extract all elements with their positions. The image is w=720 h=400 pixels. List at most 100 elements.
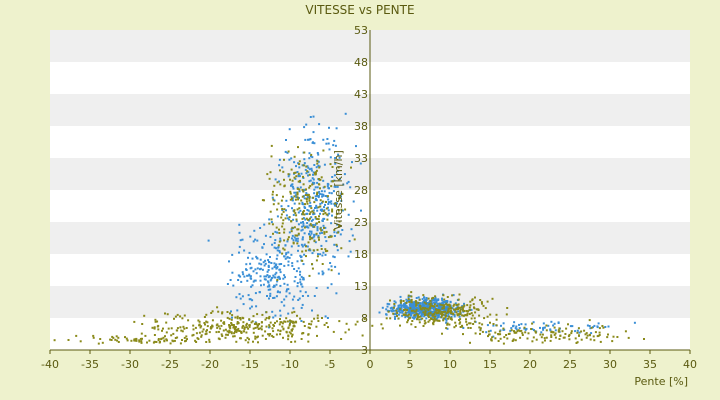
data-point bbox=[448, 315, 451, 318]
data-point bbox=[296, 228, 299, 231]
data-point bbox=[305, 245, 307, 248]
data-point bbox=[398, 310, 401, 312]
data-point bbox=[254, 337, 257, 340]
data-point bbox=[302, 175, 304, 178]
data-point bbox=[246, 336, 249, 339]
data-point bbox=[276, 279, 279, 281]
data-point bbox=[266, 270, 269, 273]
data-point bbox=[297, 198, 300, 201]
data-point bbox=[436, 319, 439, 322]
data-point bbox=[230, 332, 233, 335]
data-point bbox=[245, 322, 248, 325]
data-point bbox=[520, 323, 523, 326]
data-point bbox=[258, 323, 261, 325]
data-point bbox=[311, 267, 314, 270]
y-tick-label: 28 bbox=[354, 184, 368, 197]
data-point bbox=[466, 314, 469, 317]
data-point bbox=[325, 240, 328, 243]
data-point bbox=[183, 336, 186, 339]
data-point bbox=[288, 292, 291, 295]
data-point bbox=[286, 151, 289, 154]
data-point bbox=[268, 284, 271, 287]
data-point bbox=[287, 335, 290, 338]
data-point bbox=[399, 295, 402, 298]
data-point bbox=[290, 230, 293, 233]
data-point bbox=[252, 315, 255, 318]
data-point bbox=[506, 307, 509, 309]
data-point bbox=[191, 334, 194, 337]
data-point bbox=[239, 297, 242, 300]
data-point bbox=[179, 315, 182, 318]
data-point bbox=[461, 307, 464, 310]
data-point bbox=[416, 318, 418, 321]
data-point bbox=[319, 209, 322, 212]
x-tick-label: -20 bbox=[201, 358, 219, 371]
data-point bbox=[308, 168, 311, 171]
data-point bbox=[293, 324, 295, 327]
data-point bbox=[425, 307, 428, 310]
data-point bbox=[283, 184, 286, 187]
data-point bbox=[310, 232, 313, 235]
data-point bbox=[258, 291, 261, 294]
data-point bbox=[273, 242, 276, 244]
data-point bbox=[332, 144, 335, 147]
data-point bbox=[299, 281, 302, 284]
data-point bbox=[474, 332, 477, 335]
data-point bbox=[417, 301, 420, 304]
data-point bbox=[236, 315, 239, 318]
data-point bbox=[293, 210, 296, 213]
data-point bbox=[157, 328, 160, 331]
data-point bbox=[434, 298, 437, 301]
data-point bbox=[297, 197, 300, 199]
data-point bbox=[297, 232, 300, 235]
data-point bbox=[542, 326, 545, 329]
data-point bbox=[216, 306, 219, 309]
data-point bbox=[317, 206, 320, 209]
data-point bbox=[235, 340, 238, 343]
data-point bbox=[293, 236, 296, 239]
data-point bbox=[233, 332, 236, 335]
data-point bbox=[389, 317, 392, 320]
data-point bbox=[310, 224, 313, 227]
data-point bbox=[408, 313, 410, 316]
data-point bbox=[363, 318, 366, 321]
data-point bbox=[325, 322, 328, 324]
data-point bbox=[318, 183, 321, 186]
x-tick-label: -10 bbox=[281, 358, 299, 371]
data-point bbox=[194, 326, 197, 329]
data-point bbox=[361, 334, 364, 337]
data-point bbox=[565, 327, 568, 330]
data-point bbox=[249, 307, 252, 310]
data-point bbox=[423, 305, 426, 308]
data-point bbox=[267, 276, 270, 279]
data-point bbox=[464, 314, 467, 317]
data-point bbox=[228, 260, 230, 263]
data-point bbox=[606, 336, 609, 339]
data-point bbox=[521, 332, 524, 335]
data-point bbox=[259, 279, 262, 282]
data-point bbox=[438, 310, 441, 313]
data-point bbox=[334, 162, 337, 165]
data-point bbox=[265, 311, 268, 314]
data-point bbox=[393, 300, 396, 303]
data-point bbox=[585, 332, 588, 335]
data-point bbox=[542, 322, 545, 325]
data-point bbox=[312, 249, 315, 252]
data-point bbox=[217, 325, 220, 328]
data-point bbox=[401, 311, 404, 314]
data-point bbox=[326, 138, 329, 140]
data-point bbox=[271, 223, 274, 226]
data-point bbox=[469, 322, 472, 325]
data-point bbox=[558, 338, 561, 340]
data-point bbox=[268, 218, 271, 221]
data-point bbox=[479, 329, 482, 332]
data-point bbox=[245, 263, 248, 266]
data-point bbox=[301, 303, 304, 306]
data-point bbox=[411, 301, 414, 304]
data-point bbox=[320, 244, 323, 247]
data-point bbox=[304, 168, 307, 171]
data-point bbox=[252, 327, 255, 330]
data-point bbox=[194, 339, 197, 342]
data-point bbox=[280, 216, 283, 219]
data-point bbox=[231, 253, 234, 256]
